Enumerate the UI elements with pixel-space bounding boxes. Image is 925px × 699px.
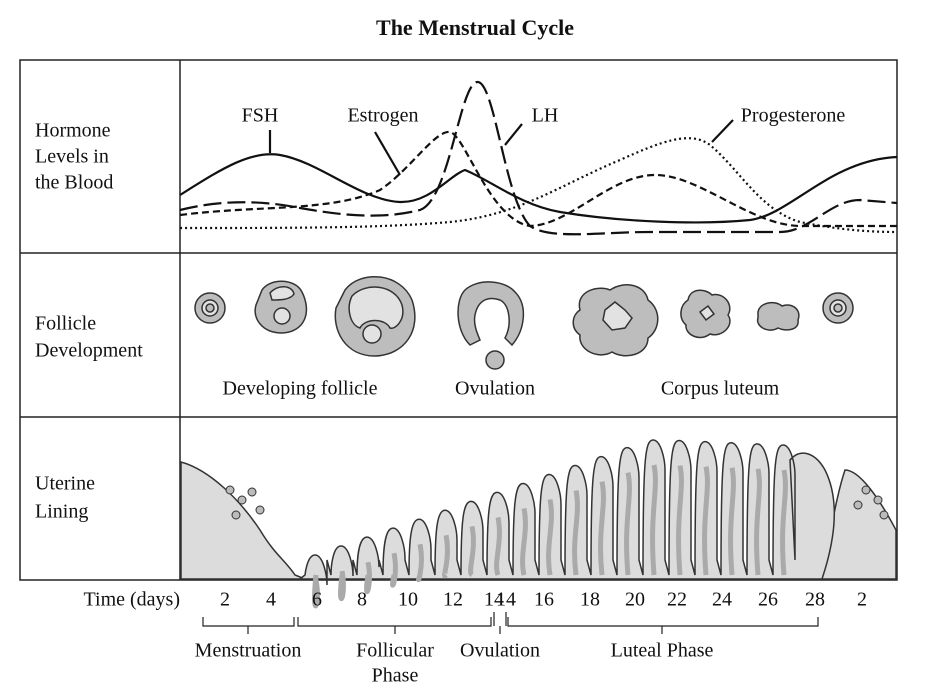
- lining-tissue: [297, 439, 835, 586]
- lining-base: [180, 461, 306, 580]
- gland: [442, 534, 450, 579]
- follicle-label: Ovulation: [455, 378, 535, 400]
- phase-bracket: [507, 617, 819, 634]
- hormone-label: FSH: [242, 105, 279, 127]
- tick-label: 12: [443, 589, 463, 611]
- gland: [468, 525, 476, 578]
- phase-bracket: [493, 612, 507, 634]
- gland: [520, 507, 528, 576]
- oocyte-core: [833, 303, 843, 313]
- tick-label: 2: [857, 589, 867, 611]
- corpus-center: [698, 304, 716, 322]
- oocyte: [273, 307, 291, 325]
- hormone-label: Progesterone: [741, 105, 846, 127]
- row-label: Levels in: [35, 146, 109, 168]
- tick-label: 16: [534, 589, 554, 611]
- row-label: Development: [35, 340, 143, 362]
- axis-label: Time (days): [84, 589, 180, 611]
- gland: [624, 472, 632, 576]
- ruptured-follicle: [457, 281, 524, 347]
- tick-label: 24: [712, 589, 732, 611]
- tick-label: 10: [398, 589, 418, 611]
- tick-label: 26: [758, 589, 778, 611]
- phase-bracket: [202, 617, 295, 634]
- gland: [494, 516, 502, 576]
- antrum: [269, 286, 295, 301]
- phase-label: Menstruation: [195, 640, 302, 662]
- tick-label: 28: [805, 589, 825, 611]
- gland: [390, 552, 398, 588]
- shed-tissue: [879, 510, 889, 520]
- gland: [650, 464, 658, 576]
- tick-label: 4: [266, 589, 276, 611]
- shed-tissue: [873, 495, 883, 505]
- tick-label: 18: [580, 589, 600, 611]
- shed-tissue: [247, 487, 257, 497]
- shed-tissue: [861, 485, 871, 495]
- gland: [754, 468, 762, 576]
- shed-tissue: [225, 485, 235, 495]
- row-label: the Blood: [35, 172, 113, 194]
- phase-label: Phase: [372, 665, 419, 687]
- progesterone-curve: [179, 137, 898, 234]
- title: The Menstrual Cycle: [376, 15, 574, 40]
- gland: [546, 499, 554, 576]
- gland: [676, 465, 684, 576]
- hormone-label: LH: [532, 105, 559, 127]
- gland: [728, 467, 736, 576]
- gland: [312, 574, 320, 609]
- label-pointer: [711, 119, 734, 143]
- corpus-albicans: [756, 301, 800, 331]
- phase-label: Follicular: [356, 640, 434, 662]
- phase-label: Ovulation: [460, 640, 540, 662]
- row-label: Uterine: [35, 473, 95, 495]
- antrum: [348, 286, 404, 329]
- follicle-label: Corpus luteum: [661, 378, 780, 400]
- phase-label: Luteal Phase: [611, 640, 714, 662]
- uterine-lining: [180, 439, 897, 609]
- phase-bracket: [297, 617, 492, 634]
- released-ovum: [485, 350, 505, 370]
- row-label: Hormone: [35, 120, 111, 142]
- follicle-label: Developing follicle: [223, 378, 378, 400]
- oocyte: [362, 324, 382, 344]
- gland: [416, 543, 424, 583]
- hormone-label: Estrogen: [347, 105, 418, 127]
- shed-tissue: [231, 510, 241, 520]
- tick-label: 8: [357, 589, 367, 611]
- gland: [702, 466, 710, 576]
- gland: [338, 570, 346, 602]
- estrogen-curve: [179, 130, 897, 228]
- tick-label: 22: [667, 589, 687, 611]
- label-pointer: [504, 123, 523, 146]
- shed-tissue: [853, 500, 863, 510]
- gland: [364, 561, 372, 594]
- tick-label: 6: [312, 589, 322, 611]
- gland: [572, 490, 580, 576]
- gland: [598, 481, 606, 576]
- tick-label: 14: [496, 589, 516, 611]
- lh-curve: [179, 80, 898, 236]
- table-frame: [19, 59, 898, 581]
- follicle-stages: [194, 276, 854, 370]
- shed-tissue: [237, 495, 247, 505]
- shed-tissue: [255, 505, 265, 515]
- gland: [780, 469, 788, 576]
- row-label: Follicle: [35, 313, 96, 335]
- label-pointer: [374, 131, 401, 176]
- tick-label: 2: [220, 589, 230, 611]
- tick-label: 14: [484, 589, 504, 611]
- fsh-curve: [179, 153, 898, 224]
- corpus-center: [602, 301, 633, 331]
- oocyte-core: [205, 303, 215, 313]
- tick-label: 20: [625, 589, 645, 611]
- row-label: Lining: [35, 501, 88, 523]
